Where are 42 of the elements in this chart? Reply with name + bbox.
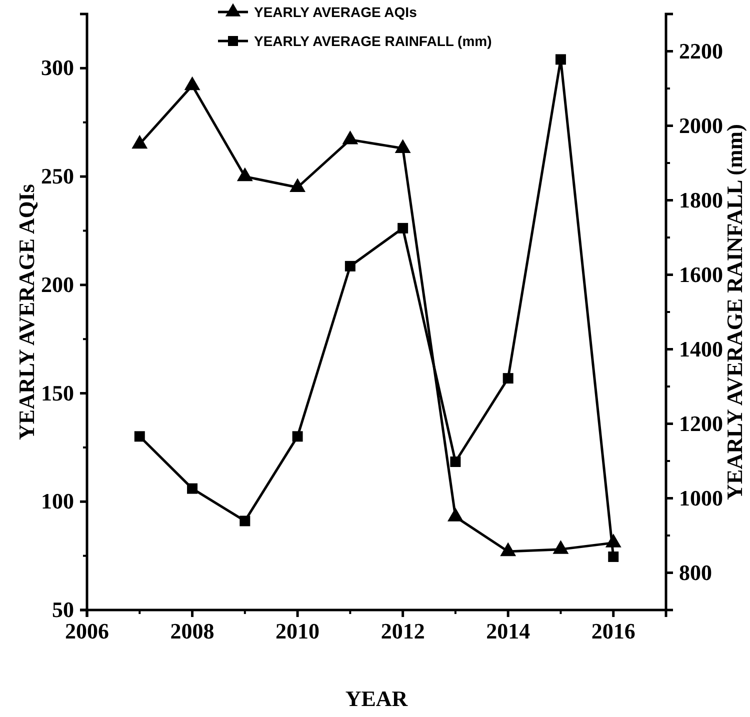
y-tick-label: 250 <box>41 164 74 189</box>
point <box>394 139 411 153</box>
point <box>502 373 514 384</box>
y-axis-title: YEARLY AVERAGE AQIs <box>14 184 39 440</box>
point <box>608 551 619 562</box>
x-tick-label: 2016 <box>591 618 636 644</box>
y2-tick-label: 1000 <box>679 485 723 510</box>
point <box>552 540 569 554</box>
point <box>450 456 461 467</box>
y-tick-label: 150 <box>41 380 74 406</box>
point <box>342 130 358 144</box>
y2-tick-label: 1200 <box>679 410 723 436</box>
y2-tick-label: 2000 <box>679 112 723 138</box>
x-tick-label: 2014 <box>486 618 530 644</box>
y-tick-label: 300 <box>41 55 74 80</box>
x-tick-label: 2010 <box>276 618 320 644</box>
point <box>240 516 250 526</box>
y2-tick-label: 1400 <box>679 336 723 362</box>
point <box>184 76 200 90</box>
legend-label: YEARLY AVERAGE AQIs <box>254 4 418 20</box>
x-tick-label: 2012 <box>380 618 425 644</box>
point <box>500 542 516 556</box>
point <box>292 431 303 442</box>
point <box>134 431 145 442</box>
y2-tick-label: 1800 <box>679 187 723 212</box>
point <box>555 54 566 65</box>
y-tick-label: 200 <box>41 272 74 297</box>
y2-tick-label: 1600 <box>679 262 723 287</box>
y2-tick-label: 800 <box>679 560 712 585</box>
legend-label: YEARLY AVERAGE RAINFALL (mm) <box>254 33 492 49</box>
point <box>132 134 148 149</box>
point <box>344 260 356 272</box>
point <box>447 508 464 522</box>
point <box>290 178 306 192</box>
point <box>398 222 408 234</box>
y-tick-label: 100 <box>41 488 74 514</box>
point <box>236 167 253 182</box>
y2-axis-title: YEARLY AVERAGE RAINFALL (mm) <box>722 124 747 500</box>
x-tick-label: 2008 <box>170 618 214 644</box>
point <box>187 483 198 494</box>
y2-tick-label: 2200 <box>679 38 723 64</box>
x-axis-title: YEAR <box>345 686 409 711</box>
